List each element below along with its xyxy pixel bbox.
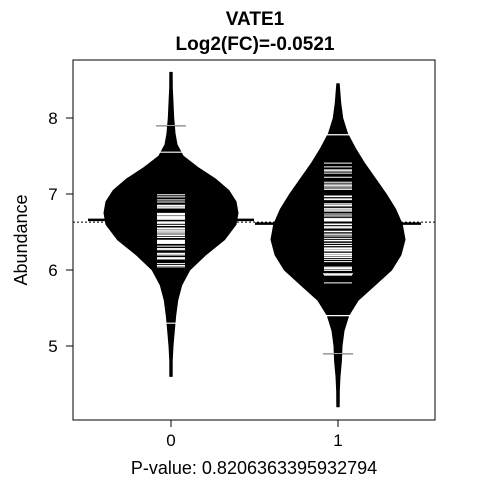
bean-shape-0 bbox=[103, 71, 239, 377]
bean-group-0 bbox=[88, 71, 254, 377]
y-tick-label: 5 bbox=[48, 337, 57, 356]
chart-subtitle: Log2(FC)=-0.0521 bbox=[176, 34, 335, 55]
x-tick-label: 1 bbox=[333, 431, 342, 450]
plot-area bbox=[73, 71, 435, 408]
plot-frame bbox=[72, 59, 436, 421]
bean-group-1 bbox=[255, 83, 421, 408]
y-tick-label: 6 bbox=[48, 261, 57, 280]
y-axis-label: Abundance bbox=[11, 194, 31, 285]
y-tick-label: 8 bbox=[48, 109, 57, 128]
x-tick-label: 0 bbox=[166, 431, 175, 450]
chart-title: VATE1 bbox=[226, 9, 285, 30]
y-tick-label: 7 bbox=[48, 185, 57, 204]
x-axis-label: P-value: 0.8206363395932794 bbox=[131, 458, 377, 478]
